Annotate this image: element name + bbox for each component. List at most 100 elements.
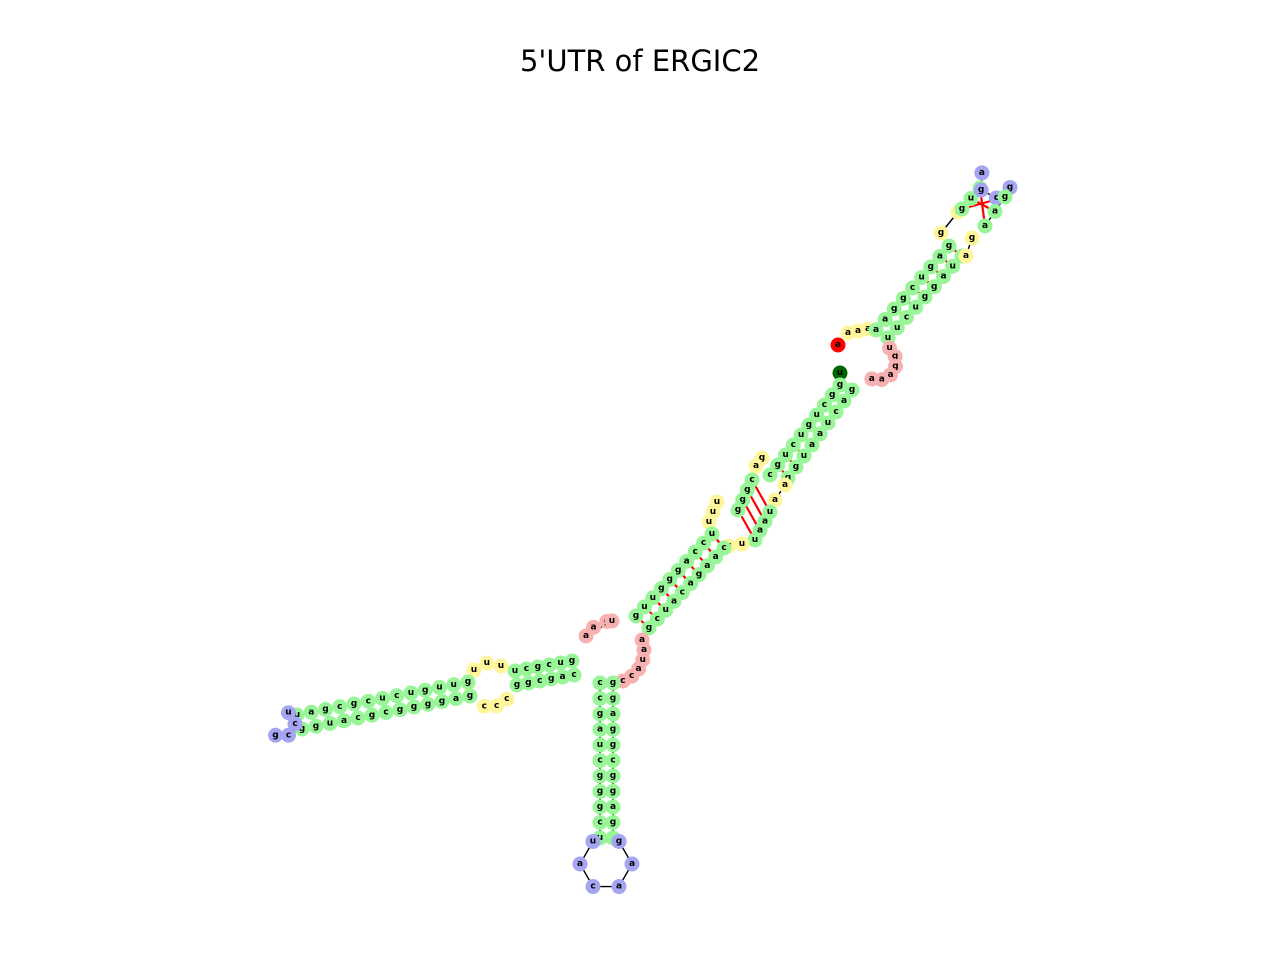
lower-loop-letter: g [616,836,622,846]
top-5p-stem2-letter: u [968,194,974,204]
main-5p-stem1-letter: c [791,440,796,450]
lower-5p-stem-letter: u [597,833,603,843]
main-5p-stem2-letter: g [735,505,741,515]
nucleotide: g [954,201,970,217]
main-3p-stem1-circle [836,393,852,409]
top-3p-stem1-letter: u [913,302,919,312]
nucleotide: g [933,225,949,241]
left-5p-stem2-circle [318,702,333,717]
left-5p-stem2-letter: u [436,683,442,693]
lower-3p-stem-letter: g [610,725,616,735]
nucleotide: a [592,722,608,737]
nucleotide: c [605,753,621,768]
main-5p-stem1-letter: c [822,400,827,410]
nucleotide: a [836,393,852,409]
nucleotide: g [592,768,608,784]
top-5p-loop-letter: g [938,228,944,238]
lower-5p-stem-letter: g [597,787,603,797]
lower-5p-stem-letter: a [597,725,603,735]
left-5p-stem2-letter: g [465,677,471,687]
lower-3p-stem-letter: g [610,740,616,750]
lower-3p-stem-letter: g [610,771,616,781]
left-5p-stem1-circle [530,659,546,675]
nucleotide: c [287,716,303,732]
top-5p-stem1-circle [932,249,948,264]
nucleotide: g [564,653,580,669]
main-3p-stem1-letter: g [793,462,799,472]
nucleotide: a [932,249,948,264]
nucleotide: c [350,710,366,726]
lower-loop-circle [572,856,588,872]
left-5p-stem2-letter: c [366,696,371,706]
main-3p-stem1-letter: c [833,407,838,417]
left-3p-stem2-circle [308,718,324,734]
top-loop-letter: g [1007,182,1013,192]
junction-arc-2-circle [578,628,594,644]
top-5p-link-letter: a [855,326,861,336]
left-5p-stem1-circle [518,661,534,677]
left-loop-letter: c [286,730,291,740]
left-5p-stem1-circle [553,655,569,671]
main-3p-stem1-letter: g [785,473,791,483]
left-loop-letter: g [272,730,278,740]
left-3p-stem2-circle [434,694,450,709]
main-3p-loop2-circle [734,536,750,552]
nucleotide: a [572,856,588,872]
left-3p-loop-letter: c [504,694,509,704]
lower-3p-stem-circle [605,706,621,722]
main-3p-stem3-letter: g [696,570,702,580]
left-3p-stem2-circle [350,710,366,726]
nucleotide: g [730,502,746,518]
main-3p-loop1-circle [777,477,793,493]
lower-3p-stem-circle [605,722,621,737]
left-5p-stem2-circle [446,677,462,693]
top-3p-stem1-circle [936,269,951,284]
lower-3p-stem-letter: g [610,818,616,828]
top-5p-stem1-letter: g [891,304,897,314]
lower-5p-stem-letter: c [597,818,602,828]
nucleotide: g [641,620,657,636]
junction-arc-3-letter: u [640,655,646,665]
lower-5p-stem-circle [592,753,608,768]
nucleotide: a [605,706,621,722]
main-5p-stem3-letter: u [709,529,715,539]
left-3p-stem1-letter: g [514,680,520,690]
nucleotide: c [592,753,608,768]
top-5p-stem1-letter: a [882,315,888,325]
nucleotide: a [958,248,974,264]
top-3p-stem2-letter: a [992,207,998,217]
nucleotide: c [281,727,296,743]
nucleotide: c [332,699,348,715]
nucleotide: u [585,833,601,849]
lower-3p-stem-circle [605,815,621,830]
left-5p-stem2-circle [417,682,433,698]
top-5p-stem1-circle [886,301,902,317]
left-loop-circle [268,727,283,743]
left-3p-stem2-letter: g [411,702,417,712]
left-5p-stem2-circle [389,688,405,704]
top-3p-tail-letter: g [892,361,898,371]
left-3p-stem2-letter: c [355,713,360,723]
nucleotide: a [987,204,1003,219]
left-5p-stem2-circle [460,674,476,690]
left-5p-stem2-letter: g [351,699,357,709]
left-3p-stem1-letter: a [560,672,566,682]
lower-5p-stem-circle [592,737,608,753]
left-5p-stem2-letter: c [337,702,342,712]
nucleotide: g [605,722,621,737]
nucleotide: g [605,737,621,753]
lower-5p-stem-letter: g [597,771,603,781]
lower-5p-stem-circle [592,768,608,784]
left-3p-stem2-letter: g [299,724,305,734]
nucleotide: c [592,691,608,706]
left-3p-stem2-circle [448,691,464,707]
nucleotide: g [364,707,380,723]
nucleotide: a [864,371,880,387]
main-5p-stem3-letter: a [684,556,690,566]
nucleotide: a [336,713,352,729]
nucleotide: u [832,365,848,381]
main-3p-stem1-letter: a [809,440,815,450]
nucleotide: g [592,706,608,722]
nucleotide: g [605,784,621,799]
main-3p-loop2-letter: u [739,539,745,549]
